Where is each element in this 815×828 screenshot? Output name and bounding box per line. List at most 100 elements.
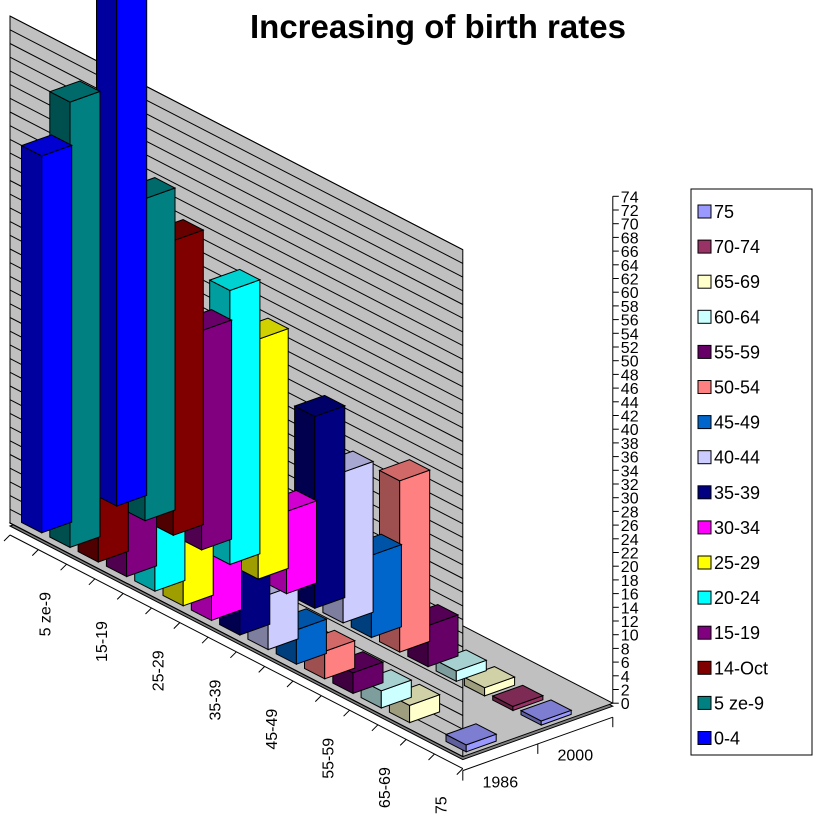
legend-entry-label: 14-Oct: [714, 658, 768, 678]
chart-bars: [20, 0, 573, 753]
value-tick-label: 10: [621, 628, 639, 645]
legend-entry-label: 65-69: [714, 272, 760, 292]
gridline: [9, 43, 464, 278]
value-tick-label: 56: [621, 313, 639, 330]
series-tick-label: 15-19: [94, 621, 111, 662]
bar-top: [208, 268, 262, 292]
bar-front: [342, 460, 374, 624]
series-tick: [60, 563, 67, 571]
legend-entry-label: 25-29: [714, 553, 760, 573]
legend-entry-label: 15-19: [714, 623, 760, 643]
bar-top: [293, 394, 347, 418]
series-tick: [371, 724, 379, 732]
value-tick-label: 2: [621, 683, 630, 700]
value-tick-label: 28: [621, 504, 639, 521]
value-tick-label: 8: [621, 641, 630, 658]
series-tick: [230, 651, 237, 659]
series-tick: [399, 739, 407, 746]
value-tick-label: 70: [621, 217, 639, 234]
legend-entry-label: 20-24: [714, 588, 760, 608]
series-tick: [456, 768, 464, 775]
bar-front: [201, 319, 233, 551]
bar-top: [20, 134, 73, 157]
bar-front: [257, 327, 289, 580]
bar-front: [144, 187, 176, 522]
legend-entry-label: 70-74: [714, 237, 760, 257]
chart-title: Increasing of birth rates: [250, 8, 626, 45]
value-tick-label: 54: [621, 326, 639, 343]
value-tick-label: 42: [621, 409, 639, 426]
chart-legend: 75 70-74 65-69 60-64 55-59 50-54 45-49 40-44 35-…: [690, 188, 813, 756]
gridline: [9, 15, 464, 251]
series-tick: [343, 709, 350, 717]
series-tick-label: 65-69: [377, 767, 394, 808]
legend-entry-label: 50-54: [714, 378, 760, 398]
series-tick-label: 25-29: [151, 650, 168, 691]
bar-75-2000: [519, 699, 573, 726]
series-tick: [314, 695, 322, 702]
legend-swatch: [697, 344, 712, 359]
bar-front: [116, 0, 148, 507]
value-tick-label: 48: [621, 367, 639, 384]
legend-entry-label: 30-34: [714, 518, 760, 538]
bar-top: [378, 459, 431, 482]
value-tick-label: 14: [621, 600, 639, 617]
legend-entry-label: 75: [714, 202, 734, 222]
value-tick-label: 4: [621, 669, 630, 686]
legend-entry-label: 60-64: [714, 307, 760, 327]
series-tick: [286, 680, 294, 688]
value-tick-label: 38: [621, 436, 639, 453]
series-tick: [173, 622, 181, 629]
bar-side: [21, 144, 43, 534]
series-tick-label: 35-39: [207, 679, 224, 720]
bar-70-74-2000: [491, 684, 545, 712]
series-tick-label: 5 ze-9: [38, 592, 55, 637]
bar-65-69-2000: [463, 666, 516, 697]
value-tick-label: 68: [621, 230, 639, 247]
legend-swatch: [697, 309, 712, 324]
bar-front: [229, 279, 261, 566]
bar-front: [69, 90, 101, 549]
series-tick: [428, 753, 435, 761]
legend-entry-label: 35-39: [714, 483, 760, 503]
bar-front: [399, 469, 431, 653]
value-tick-label: 72: [621, 203, 639, 220]
legend-entry-label: 55-59: [714, 342, 760, 362]
value-tick-label: 6: [621, 655, 630, 672]
value-tick-label: 18: [621, 573, 639, 590]
bar-front: [314, 405, 346, 610]
value-tick-label: 34: [621, 463, 639, 480]
chart-axes: 0246810121416182022242628303234363840424…: [3, 189, 639, 814]
series-tick-label: 55-59: [320, 738, 337, 779]
value-tick-label: 58: [621, 299, 639, 316]
series-tick-label: 75: [434, 796, 451, 814]
legend-swatch: [697, 695, 712, 710]
bar-0-4-1986: [20, 134, 73, 534]
legend-entry-label: 5 ze-9: [714, 693, 764, 713]
value-tick-label: 0: [621, 696, 630, 713]
bar-0-4-2000: [96, 0, 148, 507]
value-tick-label: 24: [621, 532, 639, 549]
bar-front: [172, 229, 204, 537]
value-tick-label: 20: [621, 559, 639, 576]
value-tick-label: 12: [621, 614, 639, 631]
bar-60-64-2000: [434, 649, 488, 683]
legend-swatch: [697, 450, 712, 465]
series-tick: [258, 666, 266, 673]
value-tick-label: 46: [621, 381, 639, 398]
value-tick-label: 22: [621, 546, 639, 563]
value-tick-label: 52: [621, 340, 639, 357]
legend-entry-label: 0-4: [714, 729, 740, 749]
value-tick-label: 16: [621, 587, 639, 604]
value-tick-label: 60: [621, 285, 639, 302]
series-tick: [88, 578, 96, 586]
legend-swatch: [697, 415, 712, 430]
gridline: [9, 29, 464, 264]
legend-swatch: [697, 204, 712, 219]
series-tick: [145, 607, 152, 615]
legend-swatch: [697, 731, 712, 745]
value-tick-label: 64: [621, 258, 639, 275]
bar-top: [519, 699, 573, 722]
bar-front: [286, 500, 317, 595]
